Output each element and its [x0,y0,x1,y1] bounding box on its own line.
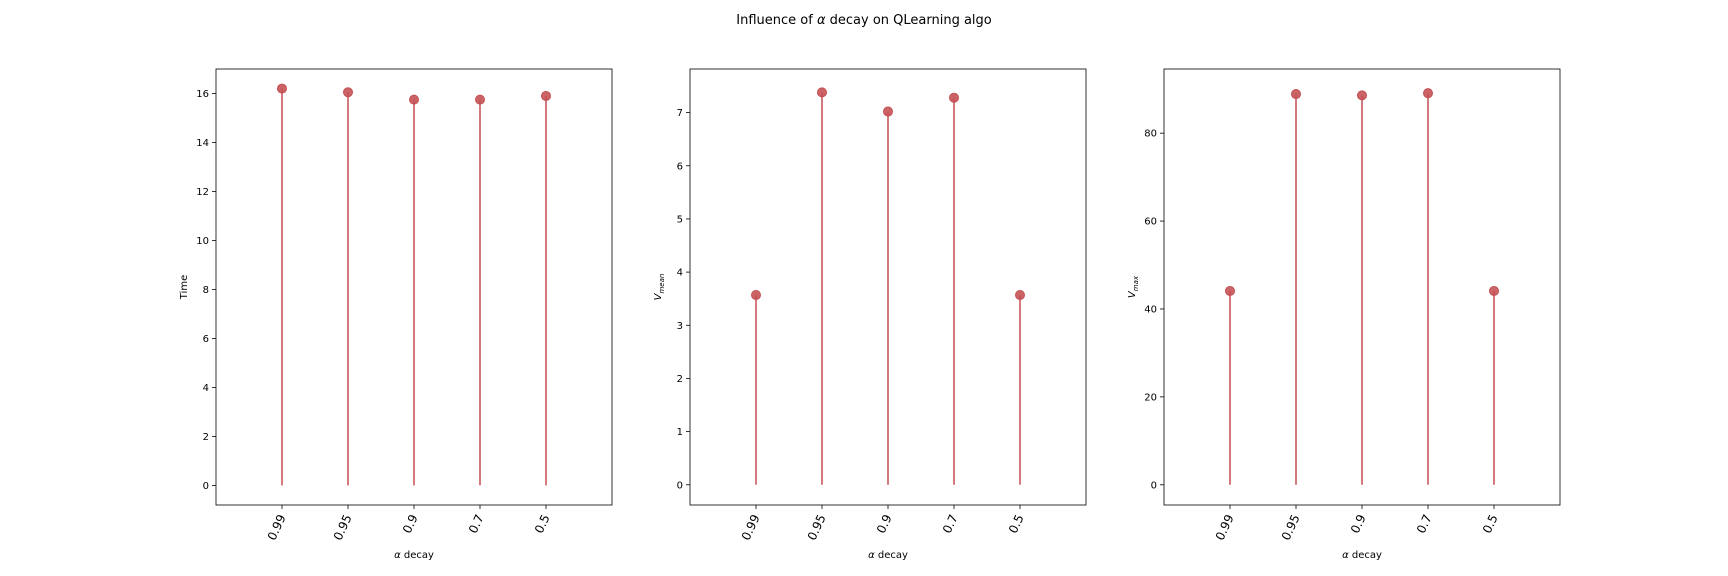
y-tick-label: 2 [677,374,683,385]
x-axis-label: α decay [1342,550,1382,561]
subplot-1: 0 2 4 6 8 10 12 14 16 0.99 0.95 0.9 0.7 0.5 α decay Tim… [179,68,613,561]
x-tick-label: 0.7 [466,512,487,535]
y-tick-label: 14 [196,138,209,149]
y-axis-label: Vmax [1127,275,1140,298]
data-point [1225,285,1235,296]
y-tick-label: 60 [1144,217,1157,228]
x-axis-label-text: decay [1349,550,1382,561]
y-axis-label: Time [179,275,190,300]
y-axis-label-main: V [653,292,664,300]
x-axis-label-symbol: α [868,550,875,561]
x-tick-label: 0.95 [1279,512,1303,542]
y-tick-label: 80 [1144,129,1157,140]
x-tick-label: 0.9 [874,512,895,535]
title-suffix: decay on QLearning algo [826,13,992,28]
title-alpha-symbol: α [817,13,826,28]
y-tick-label: 0 [677,480,683,491]
x-tick-label: 0.5 [1480,512,1501,535]
data-point [1015,289,1025,300]
x-tick-label: 0.7 [1414,512,1435,535]
data-point [883,106,893,117]
data-point [1357,90,1367,101]
subplot-3: 0 20 40 60 80 0.99 0.95 0.9 0.7 0.5 α decay Vmax [1127,68,1561,561]
data-point [817,87,827,98]
data-point [751,289,761,300]
y-tick-label: 40 [1144,304,1157,315]
data-point [343,87,353,98]
x-tick-label: 0.99 [265,512,289,542]
x-tick-label: 0.7 [940,512,961,535]
y-tick-label: 0 [203,481,209,492]
y-tick-label: 12 [196,187,209,198]
data-point [949,92,959,103]
data-point [475,94,485,105]
data-point [1489,285,1499,296]
y-tick-label: 5 [677,214,683,225]
y-tick-label: 6 [677,161,683,172]
y-tick-label: 20 [1144,392,1157,403]
x-tick-label: 0.95 [805,512,829,542]
y-axis-label-main: V [1127,290,1138,298]
y-axis-label-subscript: max [1132,275,1140,291]
x-tick-label: 0.9 [1348,512,1369,535]
data-point [1291,89,1301,100]
y-tick-label: 16 [196,89,209,100]
y-tick-label: 10 [196,236,209,247]
subplot-2: 0 1 2 3 4 5 6 7 0.99 0.95 0.9 0.7 0.5 α decay Vmean [653,68,1087,561]
y-axis-label: Vmean [653,274,666,301]
y-tick-label: 4 [677,268,683,279]
x-axis-label-text: decay [401,550,434,561]
x-axis-label-symbol: α [394,550,401,561]
x-tick-label: 0.5 [532,512,553,535]
y-axis-label-subscript: mean [658,274,666,294]
x-axis-label-text: decay [875,550,908,561]
y-tick-label: 7 [677,108,683,119]
y-tick-label: 2 [203,432,209,443]
data-point [541,90,551,101]
figure-title: Influence of α decay on QLearning algo [736,13,992,28]
title-prefix: Influence of [736,13,817,28]
y-tick-label: 0 [1151,480,1157,491]
y-tick-label: 4 [203,383,209,394]
x-tick-label: 0.99 [739,512,763,542]
x-tick-label: 0.9 [400,512,421,535]
y-tick-label: 3 [677,321,683,332]
data-point [277,83,287,94]
data-point [409,94,419,105]
x-axis-label-symbol: α [1342,550,1349,561]
x-axis-label: α decay [868,550,908,561]
y-tick-label: 8 [203,285,209,296]
x-tick-label: 0.95 [331,512,355,542]
x-tick-label: 0.5 [1006,512,1027,535]
y-tick-label: 6 [203,334,209,345]
x-tick-label: 0.99 [1213,512,1237,542]
x-axis-label: α decay [394,550,434,561]
data-point [1423,88,1433,99]
y-tick-label: 1 [677,427,683,438]
